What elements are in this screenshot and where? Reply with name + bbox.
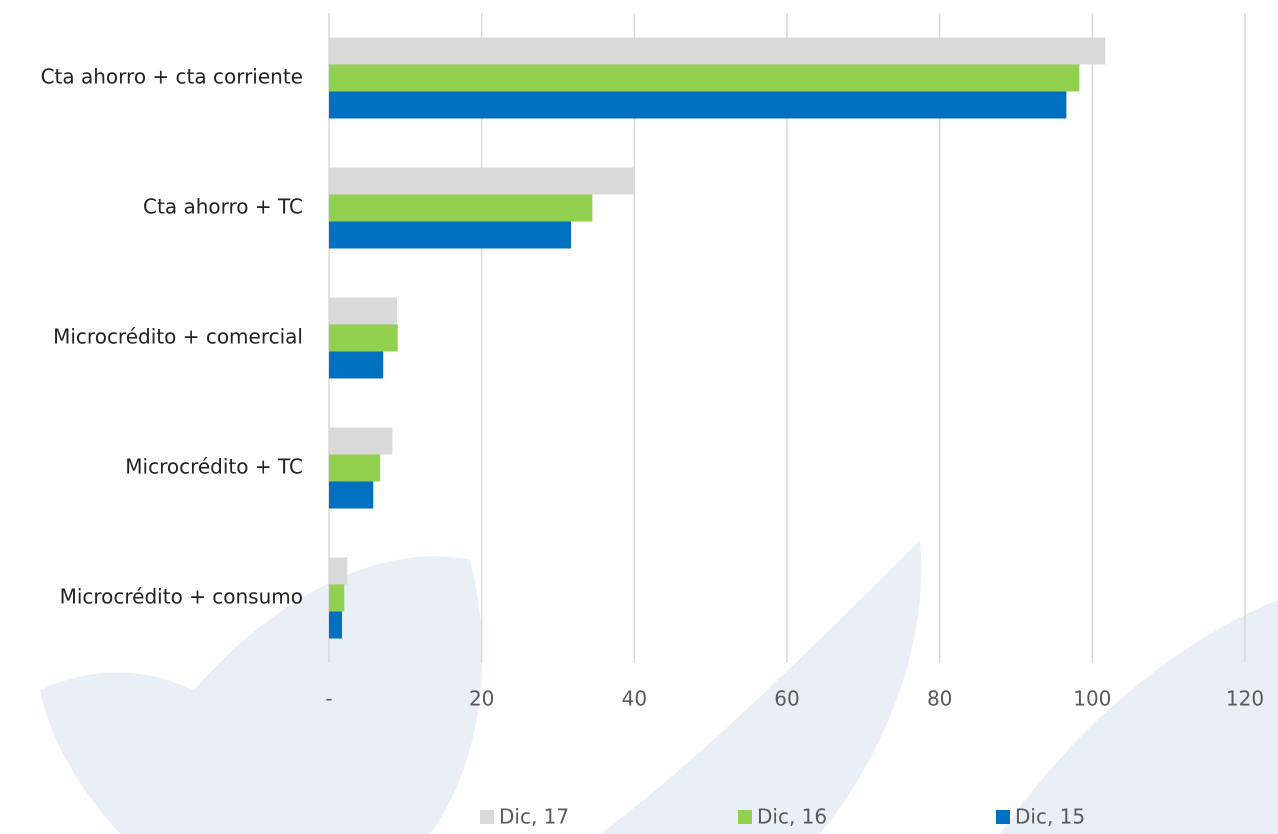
y-tick-label: Microcrédito + comercial <box>53 325 303 349</box>
bar <box>329 584 345 612</box>
x-tick-label: - <box>325 687 332 711</box>
x-tick-label: 100 <box>1073 687 1111 711</box>
y-tick-label: Cta ahorro + TC <box>143 195 303 219</box>
bar <box>329 297 397 325</box>
x-tick-label: 40 <box>622 687 647 711</box>
x-tick-label: 60 <box>774 687 799 711</box>
bar <box>329 454 381 482</box>
legend-label: Dic, 16 <box>757 805 827 829</box>
y-tick-label: Microcrédito + TC <box>125 455 303 479</box>
bar <box>329 91 1067 119</box>
bar <box>329 194 593 222</box>
bar <box>329 351 384 379</box>
plot-area: - 20 40 60 80 100 120 Cta ahorro + cta corrient… <box>41 13 1264 829</box>
legend-swatch <box>738 810 752 824</box>
bar <box>329 221 571 249</box>
y-tick-label: Cta ahorro + cta corriente <box>41 65 303 89</box>
bar <box>329 324 398 352</box>
bar <box>329 167 635 195</box>
bar <box>329 557 348 585</box>
legend-label: Dic, 15 <box>1015 805 1085 829</box>
bar <box>329 427 393 455</box>
legend-swatch <box>480 810 494 824</box>
x-tick-label: 120 <box>1226 687 1264 711</box>
y-tick-label: Microcrédito + consumo <box>60 585 303 609</box>
bar <box>329 37 1106 65</box>
x-tick-label: 80 <box>927 687 952 711</box>
legend-swatch <box>996 810 1010 824</box>
bar <box>329 611 342 639</box>
bar <box>329 64 1080 92</box>
bar <box>329 481 374 509</box>
x-tick-label: 20 <box>469 687 494 711</box>
background-leaves <box>40 540 1278 834</box>
legend-label: Dic, 17 <box>499 805 569 829</box>
